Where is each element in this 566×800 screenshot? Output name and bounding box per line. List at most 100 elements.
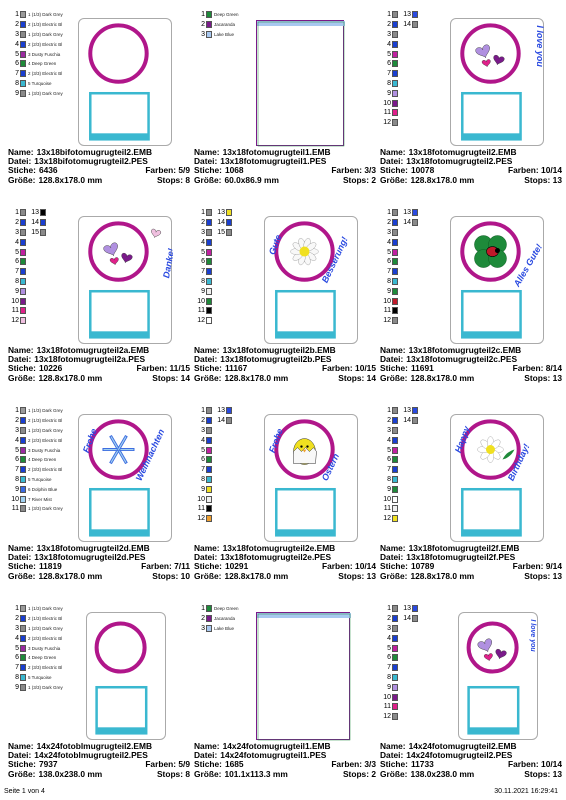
legend-row: 2 2 (1/3) Electric Bl: [8, 20, 68, 30]
pocket-bottom-band: [90, 133, 149, 140]
legend-row: 1 1 (1/3) Dark Grey: [8, 406, 68, 416]
legend-row: 1 13: [8, 208, 68, 218]
design-name-row: Name: 13x18fotomugrugteil2.EMB: [380, 147, 562, 157]
heart-motif: [475, 44, 490, 58]
pocket-bottom-band: [462, 529, 521, 536]
thread-name: 4 Deep Green: [28, 61, 57, 67]
color-swatch: [226, 219, 232, 227]
thread-number: 3: [201, 624, 205, 632]
color-swatch: [392, 407, 398, 415]
field-value: 14x24fotomugrugteil2.EMB: [408, 741, 517, 751]
thread-number: 11: [11, 307, 19, 315]
design-name-row: Name: 13x18fotomugrugteil2e.EMB: [194, 543, 376, 553]
color-swatch: [206, 30, 212, 38]
legend-row: 8: [194, 277, 254, 287]
thread-number: 12: [383, 515, 391, 523]
color-swatch: [20, 664, 26, 672]
field-label: Name:: [380, 543, 406, 553]
color-swatch: [392, 21, 398, 29]
legend-row: 2 14: [380, 416, 440, 426]
thread-number: 10: [11, 495, 19, 503]
legend-row: 9: [194, 484, 254, 494]
legend-row: 5 3 Dusty Fuschia: [8, 49, 68, 59]
legend-row: 5: [8, 247, 68, 257]
thread-number: 6: [387, 60, 391, 68]
thread-number: 14: [403, 615, 411, 623]
legend-row: 2 14: [380, 218, 440, 228]
color-swatch: [20, 644, 26, 652]
photo-pocket-frame: [461, 91, 522, 141]
field-value: 128.8x178.0 mm: [224, 570, 289, 581]
thread-number: 13: [403, 11, 411, 19]
thread-number: 5: [201, 248, 205, 256]
legend-row: 10: [380, 692, 440, 702]
legend-row: 3 1 (2/3) Dark Grey: [8, 426, 68, 436]
design-name: Name: 14x24fotomugrugteil2.EMB: [380, 741, 517, 751]
color-swatch: [412, 11, 418, 19]
design-file-row: Datei: 13x18fotomugrugteil2d.PES: [8, 553, 190, 562]
color-swatch: [392, 99, 398, 107]
field-label: Datei:: [194, 552, 218, 563]
pocket-bottom-band: [90, 331, 149, 338]
photo-ring: [88, 23, 149, 84]
color-swatch: [206, 417, 212, 425]
field-label: Stiche:: [380, 561, 408, 572]
legend-row: 7: [194, 465, 254, 475]
legend-row: 3: [194, 426, 254, 436]
thread-number: 2: [387, 417, 391, 425]
design-file: Datei: 13x18fotomugrugteil2d.PES: [8, 553, 146, 562]
greeting-text: Danke!: [161, 247, 173, 278]
stitch-count: Stiche: 1068: [194, 166, 244, 175]
color-swatch: [20, 495, 26, 503]
ladybug-head: [494, 248, 500, 254]
page-number: Seite 1 von 4: [4, 788, 45, 795]
field-value: 128.8x178.0 mm: [410, 174, 475, 185]
color-swatch: [392, 119, 398, 127]
color-swatch: [20, 317, 26, 325]
legend-row: 9 1 (3/3) Dark Grey: [8, 682, 68, 692]
legend-row: 6: [380, 653, 440, 663]
legend-row: 5: [194, 247, 254, 257]
color-swatch: [206, 407, 212, 415]
thread-number: 12: [383, 713, 391, 721]
thread-number: 8: [201, 475, 205, 483]
snowflake-arm-inner: [110, 449, 119, 463]
field-label: Größe:: [380, 768, 408, 779]
design-name: Name: 13x18fotomugrugteil2f.EMB: [380, 543, 519, 553]
legend-row: 2 14: [194, 416, 254, 426]
thread-number: 13: [217, 407, 225, 415]
thread-number: 3: [201, 228, 205, 236]
thread-color-legend: 1 13 2 14 3 4 5 6 7 8 9 10 11 12: [380, 208, 440, 326]
thread-number: 9: [387, 683, 391, 691]
color-swatch: [20, 426, 26, 434]
field-value: 13x18fotomugrugteil2c.PES: [406, 354, 518, 365]
embroidery-preview: I love you: [450, 18, 545, 146]
legend-row: 12: [380, 118, 440, 128]
stitch-count: Stiche: 10291: [194, 562, 248, 571]
legend-row: 4 2 (2/3) Electric Bl: [8, 39, 68, 49]
stitch-count: Stiche: 6436: [8, 166, 58, 175]
color-swatch: [20, 248, 26, 256]
field-value: 13x18fotomugrugteil2d.PES: [34, 552, 146, 563]
thread-number: 7: [201, 268, 205, 276]
legend-row: 11: [380, 504, 440, 514]
color-swatch: [20, 297, 26, 305]
thread-color-legend: 1 13 2 14 3 15 4 5 6 7 8 9 10 11 12: [8, 208, 68, 326]
thread-name: 1 (2/3) Dark Grey: [28, 427, 63, 433]
color-count: Farben: 5/9: [145, 759, 190, 770]
legend-row: 11: [8, 306, 68, 316]
color-swatch: [392, 466, 398, 474]
legend-row: 9: [194, 286, 254, 296]
legend-row: 1 13: [194, 208, 254, 218]
photo-pocket-frame: [275, 487, 336, 537]
legend-row: 8: [380, 277, 440, 287]
legend-row: 4: [380, 39, 440, 49]
legend-row: 2 Jacaranda: [194, 20, 254, 30]
thread-name: Lake Blue: [214, 625, 235, 631]
thread-number: 8: [201, 277, 205, 285]
design-info: Name: 14x24fotomugrugteil1.EMB Datei: 14x24…: [194, 741, 376, 779]
thread-number: 5: [15, 446, 19, 454]
thread-number: 1: [15, 11, 19, 19]
photo-pocket-frame: [467, 685, 520, 735]
